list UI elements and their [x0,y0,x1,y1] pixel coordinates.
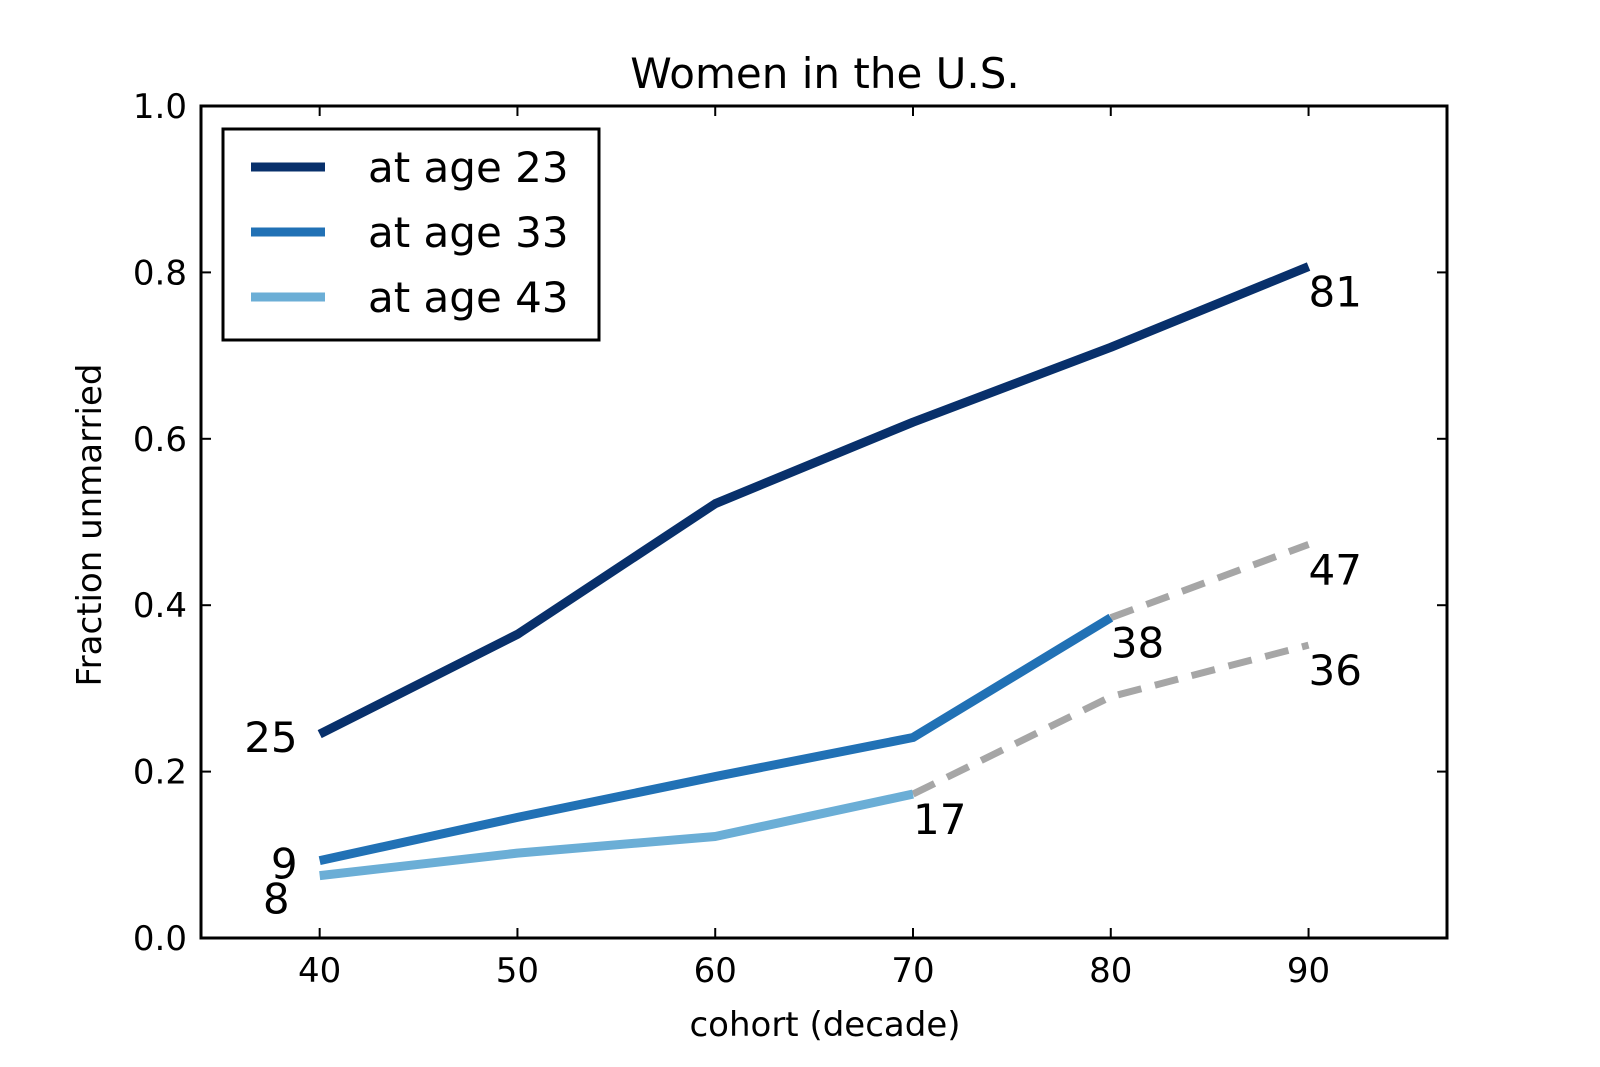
data-label: 81 [1309,268,1362,317]
legend-label: at age 33 [368,208,569,257]
series-line-age-33 [318,613,1114,866]
legend-label: at age 23 [368,143,569,192]
data-label: 47 [1309,545,1362,594]
data-label: 36 [1309,646,1362,695]
plot-frame [199,104,1449,940]
data-label: 9 [271,840,298,889]
x-tick-label: 60 [694,951,737,991]
legend-label: at age 43 [368,273,569,322]
data-label: 25 [244,713,297,762]
data-label: 8 [263,875,290,924]
x-tick-label: 50 [496,951,539,991]
chart-title: Women in the U.S. [630,49,1020,98]
y-tick-label: 0.0 [133,919,187,959]
projection-line [1109,541,1310,621]
x-tick-label: 90 [1287,951,1330,991]
data-label: 17 [913,795,966,844]
x-tick-label: 40 [298,951,341,991]
data-label: 38 [1111,619,1164,668]
y-tick-label: 0.4 [133,586,187,626]
y-axis-label: Fraction unmarried [70,364,110,687]
series-line-age-43 [319,789,914,881]
y-tick-label: 0.6 [133,420,187,460]
x-tick-label: 70 [891,951,934,991]
legend: at age 23 at age 33 at age 43 [221,127,601,342]
x-axis-label: cohort (decade) [689,1005,960,1045]
plot-area: 40 50 60 70 80 90 0.0 0.2 0.4 0.6 0.8 1.0 25 81 98 38 17… [133,87,1449,991]
x-tick-label: 80 [1089,951,1132,991]
y-tick-label: 1.0 [133,87,187,127]
y-tick-label: 0.8 [133,253,187,293]
projection-line [911,641,1310,798]
series-line-age-23 [317,262,1311,739]
y-tick-label: 0.2 [133,753,187,793]
